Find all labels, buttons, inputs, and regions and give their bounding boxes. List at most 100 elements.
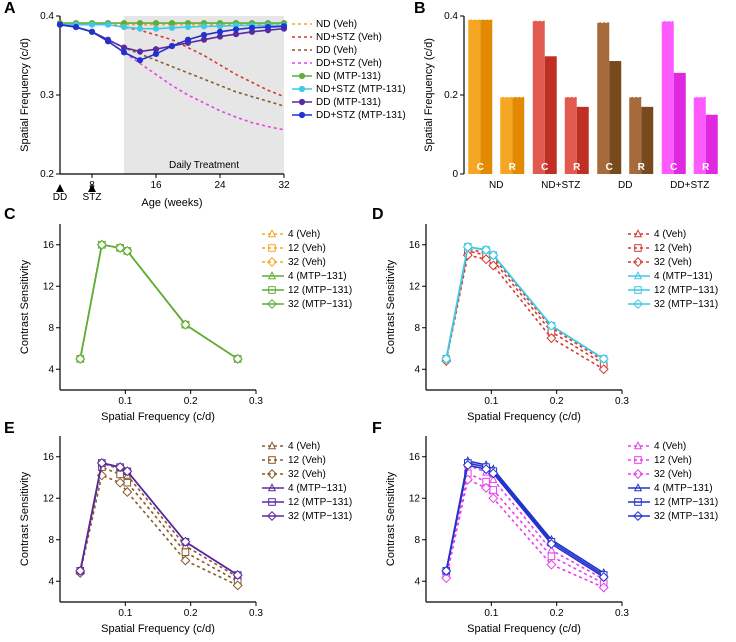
svg-text:32 (MTP−131): 32 (MTP−131) [288,511,352,522]
panel-E: 4 8 12 16 0.1 0.2 0.3 Spatial Frequency (c/d) Co… [14,430,368,636]
svg-text:STZ: STZ [83,192,102,203]
svg-text:0.2: 0.2 [184,608,198,619]
svg-text:ND+STZ (MTP-131): ND+STZ (MTP-131) [316,84,406,95]
svg-text:C: C [670,162,677,173]
svg-text:24: 24 [214,180,226,191]
svg-text:Spatial Frequency (c/d): Spatial Frequency (c/d) [101,623,215,635]
svg-text:R: R [509,162,517,173]
svg-text:R: R [638,162,646,173]
svg-text:32 (Veh): 32 (Veh) [654,257,692,268]
svg-text:R: R [573,162,581,173]
svg-text:0.2: 0.2 [550,396,564,407]
svg-text:R: R [702,162,710,173]
svg-text:0.4: 0.4 [40,11,54,22]
svg-text:12 (MTP−131): 12 (MTP−131) [288,497,352,508]
svg-text:0.3: 0.3 [40,90,54,101]
svg-text:DD+STZ (MTP-131): DD+STZ (MTP-131) [316,110,406,121]
svg-text:Daily Treatment: Daily Treatment [169,160,239,171]
svg-text:4 (Veh): 4 (Veh) [288,441,320,452]
svg-text:32 (MTP−131): 32 (MTP−131) [288,299,352,310]
svg-text:Spatial Frequency (c/d): Spatial Frequency (c/d) [423,38,435,152]
svg-text:16: 16 [409,240,421,251]
svg-text:8: 8 [48,535,54,546]
svg-text:12 (MTP−131): 12 (MTP−131) [654,497,718,508]
svg-text:12: 12 [409,281,421,292]
svg-text:ND+STZ (Veh): ND+STZ (Veh) [316,32,382,43]
svg-text:12 (Veh): 12 (Veh) [288,455,326,466]
svg-text:12 (Veh): 12 (Veh) [654,455,692,466]
svg-text:0.4: 0.4 [444,11,458,22]
svg-text:32 (MTP−131): 32 (MTP−131) [654,511,718,522]
svg-text:ND: ND [489,180,503,191]
svg-text:32 (Veh): 32 (Veh) [288,469,326,480]
svg-text:12 (Veh): 12 (Veh) [654,243,692,254]
svg-text:8: 8 [414,323,420,334]
svg-text:ND+STZ: ND+STZ [541,180,580,191]
svg-text:4: 4 [48,576,54,587]
svg-text:4: 4 [48,364,54,375]
svg-text:Spatial Frequency (c/d): Spatial Frequency (c/d) [467,411,581,423]
svg-text:12: 12 [43,281,55,292]
svg-text:4 (Veh): 4 (Veh) [654,441,686,452]
svg-text:Contrast Sensitivity: Contrast Sensitivity [385,471,397,566]
svg-text:DD+STZ: DD+STZ [670,180,709,191]
svg-text:8: 8 [414,535,420,546]
svg-text:Contrast Sensitivity: Contrast Sensitivity [385,259,397,354]
panel-B: 0 0.2 0.4 Spatial Frequency (c/d) C R ND C R ND+S… [418,10,728,210]
svg-text:C: C [606,162,613,173]
panel-A: 0.20.30.48162432Age (weeks)Spatial Frequ… [14,10,414,210]
svg-text:0.3: 0.3 [249,396,263,407]
svg-text:12: 12 [43,493,55,504]
svg-text:C: C [477,162,484,173]
svg-text:0: 0 [452,169,458,180]
svg-text:4 (Veh): 4 (Veh) [288,229,320,240]
svg-text:16: 16 [150,180,162,191]
svg-text:12 (Veh): 12 (Veh) [288,243,326,254]
svg-text:Spatial Frequency (c/d): Spatial Frequency (c/d) [19,38,31,152]
panel-D: 4 8 12 16 0.1 0.2 0.3 Spatial Frequency (c/d) Co… [380,218,734,424]
svg-text:0.3: 0.3 [615,396,629,407]
svg-text:16: 16 [43,240,55,251]
svg-text:ND (MTP-131): ND (MTP-131) [316,71,381,82]
svg-text:0.3: 0.3 [249,608,263,619]
svg-text:0.2: 0.2 [444,90,458,101]
svg-text:0.2: 0.2 [40,169,54,180]
svg-text:Age (weeks): Age (weeks) [141,197,202,209]
svg-text:DD: DD [618,180,632,191]
svg-text:4 (Veh): 4 (Veh) [654,229,686,240]
svg-text:4 (MTP−131): 4 (MTP−131) [654,483,713,494]
panel-C: 4 8 12 16 0.1 0.2 0.3 Spatial Frequency (c/d) Co… [14,218,368,424]
svg-text:DD: DD [53,192,67,203]
svg-text:0.1: 0.1 [484,396,498,407]
svg-text:4: 4 [414,364,420,375]
svg-text:Spatial Frequency (c/d): Spatial Frequency (c/d) [467,623,581,635]
figure-root: A B C D E F 0.20.30.48162432Age (weeks)S… [0,0,736,642]
svg-text:Contrast Sensitivity: Contrast Sensitivity [19,259,31,354]
svg-text:Contrast Sensitivity: Contrast Sensitivity [19,471,31,566]
svg-text:0.2: 0.2 [550,608,564,619]
svg-text:ND (Veh): ND (Veh) [316,19,357,30]
svg-text:0.3: 0.3 [615,608,629,619]
svg-text:32 (MTP−131): 32 (MTP−131) [654,299,718,310]
panel-F: 4 8 12 16 0.1 0.2 0.3 Spatial Frequency (c/d) Co… [380,430,734,636]
svg-text:Spatial Frequency (c/d): Spatial Frequency (c/d) [101,411,215,423]
svg-text:DD+STZ (Veh): DD+STZ (Veh) [316,58,382,69]
svg-text:32 (Veh): 32 (Veh) [654,469,692,480]
svg-text:0.1: 0.1 [484,608,498,619]
svg-text:DD (Veh): DD (Veh) [316,45,357,56]
svg-text:12: 12 [409,493,421,504]
svg-text:16: 16 [43,452,55,463]
svg-text:8: 8 [48,323,54,334]
svg-text:0.1: 0.1 [118,396,132,407]
svg-text:12 (MTP−131): 12 (MTP−131) [288,285,352,296]
svg-text:32: 32 [278,180,290,191]
svg-text:16: 16 [409,452,421,463]
svg-text:4 (MTP−131): 4 (MTP−131) [654,271,713,282]
svg-text:12 (MTP−131): 12 (MTP−131) [654,285,718,296]
svg-text:0.1: 0.1 [118,608,132,619]
svg-text:4 (MTP−131): 4 (MTP−131) [288,271,347,282]
svg-text:4: 4 [414,576,420,587]
svg-text:4 (MTP−131): 4 (MTP−131) [288,483,347,494]
svg-text:0.2: 0.2 [184,396,198,407]
svg-text:32 (Veh): 32 (Veh) [288,257,326,268]
